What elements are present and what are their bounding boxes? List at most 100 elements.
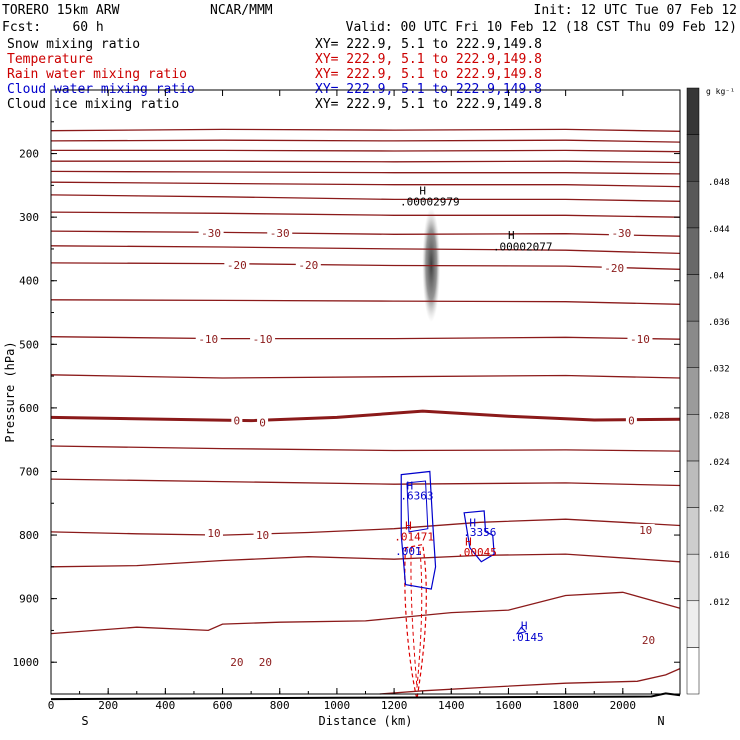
isotherm-label-bg (231, 414, 243, 427)
isotherm-line (50, 139, 681, 143)
isotherm-label-bg (250, 333, 276, 346)
x-tick-label: 1400 (438, 699, 465, 712)
rain-water-contour (404, 543, 427, 700)
colorbar-segment (686, 460, 700, 508)
y-tick-label: 500 (19, 338, 39, 351)
x-tick-label: 400 (155, 699, 175, 712)
plot-frame (50, 89, 681, 695)
isotherm-line (51, 149, 681, 153)
isotherm-line (50, 374, 681, 379)
maximum-label: .6363 (400, 490, 433, 503)
maximum-label: .00045 (457, 546, 497, 559)
legend-item-xy: XY= 222.9, 5.1 to 222.9,149.8 (315, 97, 542, 112)
x-tick-label: 2000 (610, 699, 637, 712)
cloud-water-contour-small (515, 626, 527, 635)
legend-item-xy: XY= 222.9, 5.1 to 222.9,149.8 (315, 52, 542, 67)
isotherm-label: -30 (201, 227, 221, 240)
cloud-water-contour (400, 470, 437, 590)
isotherm-label-bg (608, 227, 634, 240)
cloud-water-contour-inner (406, 480, 429, 533)
isotherm-label-bg (625, 414, 637, 427)
isotherm-label-bg (198, 227, 224, 240)
isotherm-label: 20 (642, 634, 655, 647)
isotherm-line (50, 591, 681, 635)
x-tick-label: 1800 (552, 699, 579, 712)
x-tick-label: 600 (213, 699, 233, 712)
maximum-label: .00002077 (493, 240, 553, 253)
y-tick-label: 1000 (13, 656, 40, 669)
isotherm-line (50, 170, 681, 175)
colorbar-segment (686, 227, 700, 275)
y-tick-label: 200 (19, 148, 39, 161)
legend-item-name: Cloud ice mixing ratio (7, 97, 179, 112)
legend: Snow mixing ratio XY= 222.9, 5.1 to 222.9… (7, 37, 542, 112)
maximum-label: .0145 (510, 631, 543, 644)
init-time: Init: 12 UTC Tue 07 Feb 12 (534, 3, 738, 18)
isotherm-line (50, 478, 681, 487)
colorbar-segment (686, 507, 700, 555)
isotherm-line (50, 245, 681, 255)
isotherm-label: -10 (630, 333, 650, 346)
y-tick-label: 400 (19, 275, 39, 288)
isotherm-label-bg (256, 656, 275, 669)
isotherm-line (50, 336, 681, 340)
x-axis-label: Distance (km) (319, 714, 413, 728)
colorbar-segment (686, 647, 700, 695)
x-tick-label: 1600 (495, 699, 522, 712)
isotherm-label-bg (257, 416, 269, 429)
colorbar-segment (686, 600, 700, 648)
isotherm-line (50, 230, 681, 237)
isotherm-line (379, 668, 681, 695)
isotherm-label: 0 (234, 415, 241, 428)
isotherm-line (50, 553, 681, 568)
colorbar-label: .048 (708, 178, 730, 188)
isotherm-label: 20 (230, 656, 243, 669)
isotherm-label: 20 (259, 656, 272, 669)
maximum-label: H (521, 619, 528, 632)
x-tick-label: 800 (270, 699, 290, 712)
isotherm-label: 0 (259, 417, 266, 430)
maximum-label: .00002979 (400, 195, 460, 208)
isotherm-label: -10 (198, 333, 218, 346)
x-tick-label: 1000 (324, 699, 351, 712)
maximum-label: .3356 (463, 526, 496, 539)
legend-item-xy: XY= 222.9, 5.1 to 222.9,149.8 (315, 37, 542, 52)
isotherm-label: 10 (639, 524, 652, 537)
rain-water-contour-inner (410, 547, 423, 688)
chart-header: TORERO 15km ARW Fcst: 60 h NCAR/MMM Init… (2, 3, 737, 35)
isotherm-line (50, 181, 681, 188)
colorbar-label: .016 (708, 551, 730, 561)
isotherm-label-bg (639, 633, 658, 646)
cloud-water-contour (463, 510, 495, 563)
legend-item-name: Rain water mixing ratio (7, 67, 187, 82)
isotherm-line (50, 445, 681, 452)
maximum-label: .01471 (394, 530, 434, 543)
colorbar-label: .032 (708, 365, 730, 375)
isotherm-label: -10 (253, 333, 273, 346)
isotherm-label-bg (204, 527, 223, 540)
center-title: NCAR/MMM (210, 3, 273, 18)
isotherm-label-bg (267, 227, 293, 240)
colorbar-segment (686, 134, 700, 182)
y-tick-label: 900 (19, 593, 39, 606)
y-tick-label: 700 (19, 465, 39, 478)
maximum-label: H (407, 479, 414, 492)
colorbar: g kg⁻¹ .012 .016 .02 .024 .028 .032 .036 .04 .04… (686, 87, 735, 695)
legend-item-name: Snow mixing ratio (7, 37, 140, 52)
isotherm-label: -20 (604, 262, 624, 275)
colorbar-label: .012 (708, 598, 730, 608)
isotherm-line (50, 518, 681, 536)
legend-item-name: Temperature (7, 52, 93, 67)
colorbar-segment (686, 274, 700, 322)
y-axis-label: Pressure (hPa) (3, 341, 17, 442)
y-tick-label: 600 (19, 402, 39, 415)
colorbar-label: .044 (708, 225, 730, 235)
colorbar-label: .024 (708, 458, 730, 468)
isotherm-line (50, 409, 681, 423)
forecast-hour: Fcst: 60 h (2, 20, 104, 35)
isotherm-label-bg (253, 529, 272, 542)
isotherm-label-bg (627, 333, 653, 346)
plot-area: -30 -30 -30 -20 -20 -20 -10 -10 -10 0 0 0 10 10 10 20 20… (50, 128, 681, 701)
colorbar-label: .02 (708, 505, 724, 515)
snow-mixing-core (422, 207, 441, 323)
